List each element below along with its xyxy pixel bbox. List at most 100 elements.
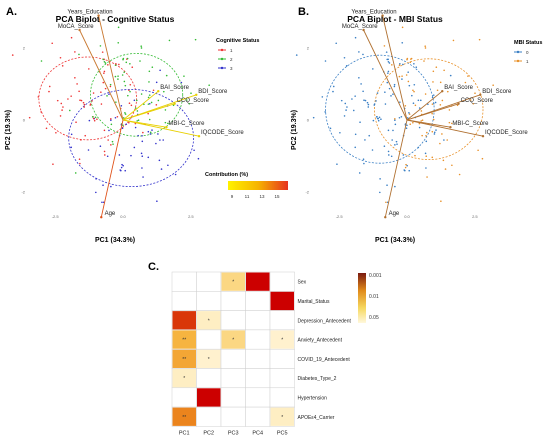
heatmap-cell-bg: [245, 387, 271, 408]
data-point: [413, 62, 415, 65]
data-point: [172, 104, 175, 107]
data-point: [444, 168, 447, 170]
heatmap-column-label: PC3: [228, 430, 239, 436]
data-point: [40, 111, 42, 113]
data-point: [94, 116, 97, 119]
data-point: [80, 139, 82, 141]
heatmap-cell-bg: [269, 271, 295, 292]
data-point: [164, 109, 167, 111]
data-point: [425, 140, 428, 143]
x-tick-label: 2.5: [472, 214, 478, 219]
loading-arrow: [406, 119, 484, 137]
data-point: [312, 116, 315, 119]
data-point: [134, 107, 137, 109]
heatmap-cell: [172, 369, 196, 388]
data-point: [162, 90, 165, 93]
data-point: [418, 126, 421, 129]
data-point: [88, 119, 91, 122]
variable-label: CCQ_Score: [461, 98, 494, 104]
data-point: [358, 172, 361, 174]
data-point: [383, 45, 386, 47]
data-point: [343, 56, 346, 59]
data-point: [345, 65, 348, 67]
data-point: [135, 99, 138, 102]
legend-label: 3: [230, 66, 233, 71]
data-point: [412, 89, 414, 92]
data-point: [443, 139, 445, 141]
data-point: [384, 91, 386, 93]
data-point: [101, 51, 104, 53]
data-point: [70, 146, 73, 149]
data-point: [375, 100, 377, 102]
data-point: [405, 163, 407, 166]
arrow-head: [195, 93, 198, 97]
data-point: [142, 176, 144, 178]
data-point: [158, 159, 161, 162]
data-point: [433, 133, 436, 135]
data-point: [124, 112, 126, 114]
group-2-ellipse: [90, 53, 184, 137]
data-point: [324, 111, 326, 113]
arrow-head: [157, 90, 160, 93]
data-point: [432, 81, 434, 83]
heatmap-cell: [172, 349, 196, 368]
data-point: [148, 70, 151, 73]
data-point: [424, 45, 427, 47]
data-point: [147, 130, 150, 133]
data-point: [122, 117, 125, 119]
data-point: [387, 72, 389, 74]
arrow-head: [449, 126, 452, 129]
data-point: [127, 94, 129, 97]
data-point: [70, 95, 72, 97]
data-point: [121, 163, 123, 166]
colorbar-tick: 13: [259, 194, 265, 199]
data-point: [472, 102, 475, 105]
data-point: [140, 93, 143, 95]
loading-arrow: [122, 90, 159, 121]
pvalue-tick: 0.05: [369, 315, 379, 321]
data-point: [37, 96, 40, 98]
data-point: [418, 122, 421, 125]
x-tick-label: 2.5: [188, 214, 194, 219]
data-point: [448, 121, 451, 124]
data-point: [386, 184, 388, 186]
data-point: [406, 124, 408, 127]
data-point: [104, 154, 106, 156]
data-point: [354, 36, 357, 39]
data-point: [409, 123, 412, 125]
data-point: [139, 60, 141, 62]
heatmap-cell: [197, 388, 221, 407]
data-point: [376, 92, 379, 94]
data-point: [332, 85, 335, 88]
data-point: [99, 145, 102, 148]
data-point: [343, 115, 346, 117]
data-point: [439, 81, 442, 84]
legend-dot: [220, 66, 224, 70]
data-point: [467, 75, 469, 77]
legend-dot: [220, 57, 224, 61]
heatmap-cell-bg: [196, 329, 222, 350]
arrow-head: [197, 135, 201, 138]
arrow-head: [457, 102, 460, 106]
data-point: [51, 42, 54, 45]
data-point: [396, 143, 398, 145]
data-point: [140, 47, 143, 49]
data-point: [426, 131, 428, 134]
data-point: [99, 45, 102, 47]
data-point: [174, 173, 177, 176]
loading-arrow: [122, 119, 200, 137]
data-point: [148, 81, 150, 83]
data-point: [95, 178, 97, 180]
data-point: [367, 106, 370, 108]
variable-label: MoCA_Score: [342, 24, 378, 30]
data-point: [359, 121, 361, 124]
x-axis-label-b: PC1 (34.3%): [375, 237, 415, 244]
data-point: [148, 118, 151, 121]
data-point: [136, 120, 139, 122]
data-point: [185, 99, 188, 101]
data-point: [60, 102, 63, 105]
data-point: [160, 168, 163, 170]
y-tick-label: 0: [23, 118, 26, 123]
data-point: [401, 75, 403, 77]
